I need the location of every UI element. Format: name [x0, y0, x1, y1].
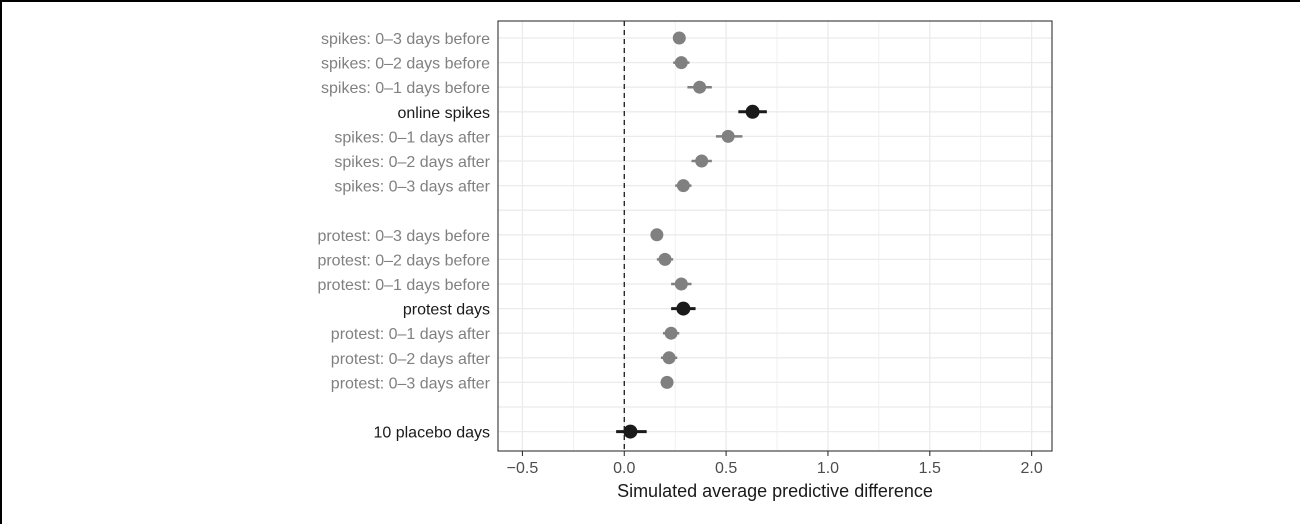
y-tick-label: spikes: 0–1 days after — [334, 129, 490, 146]
y-tick-label: protest: 0–2 days after — [331, 351, 491, 368]
point-estimate — [676, 179, 690, 193]
y-tick-label: online spikes — [398, 105, 491, 122]
marks-layer — [616, 31, 767, 439]
panel-border — [497, 20, 1053, 452]
y-tick-label: protest: 0–2 days before — [317, 252, 490, 269]
point-estimate — [674, 277, 688, 291]
x-tick-label: −0.5 — [507, 460, 539, 477]
x-tick-label: 2.0 — [1021, 460, 1043, 477]
y-axis-labels: spikes: 0–3 days before spikes: 0–2 days … — [317, 31, 490, 442]
y-tick-label: spikes: 0–2 days before — [321, 56, 490, 73]
point-estimate — [745, 104, 760, 119]
point-estimate — [693, 80, 707, 94]
y-tick-label: protest: 0–1 days before — [317, 277, 490, 294]
figure-left-border — [0, 0, 2, 524]
y-tick-label: spikes: 0–3 days after — [334, 179, 490, 196]
y-tick-label: protest: 0–3 days before — [317, 228, 490, 245]
point-estimate — [674, 56, 688, 70]
point-estimate — [660, 375, 674, 389]
x-tick-label: 0.0 — [613, 460, 635, 477]
x-tick-label: 1.0 — [817, 460, 839, 477]
grid-layer — [498, 21, 1052, 451]
point-estimate — [672, 31, 686, 45]
y-tick-label: spikes: 0–3 days before — [321, 31, 490, 48]
point-estimate — [721, 129, 735, 143]
x-axis-title: Simulated average predictive difference — [617, 481, 933, 501]
x-axis: −0.5 0.0 0.5 1.0 1.5 2.0 — [507, 451, 1043, 477]
point-estimate — [695, 154, 709, 168]
point-estimate — [623, 424, 638, 439]
x-tick-label: 1.5 — [919, 460, 941, 477]
point-estimate — [662, 351, 676, 365]
y-tick-label: protest days — [403, 302, 490, 319]
point-estimate — [664, 326, 678, 340]
y-tick-label: protest: 0–3 days after — [331, 375, 491, 392]
panel-background — [498, 21, 1052, 451]
x-tick-label: 0.5 — [715, 460, 737, 477]
y-tick-label: 10 placebo days — [373, 425, 490, 442]
y-tick-label: spikes: 0–1 days before — [321, 80, 490, 97]
point-estimate — [650, 228, 664, 242]
y-tick-label: protest: 0–1 days after — [331, 326, 491, 343]
figure-top-border — [0, 0, 1300, 2]
y-tick-label: spikes: 0–2 days after — [334, 154, 490, 171]
point-estimate — [676, 301, 691, 316]
point-estimate — [658, 252, 672, 266]
